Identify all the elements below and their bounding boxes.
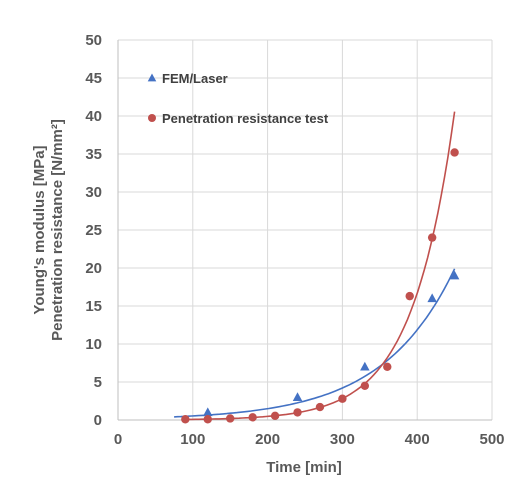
legend: FEM/Laser Penetration resistance test xyxy=(147,71,329,126)
y-tick-label: 50 xyxy=(85,32,102,49)
x-tick-label: 400 xyxy=(405,431,430,448)
y-tick-label: 15 xyxy=(85,298,102,315)
data-point-circle xyxy=(181,415,190,424)
y-tick-label: 30 xyxy=(85,184,102,201)
x-tick-label: 0 xyxy=(114,431,122,448)
data-point-circle xyxy=(226,414,235,423)
data-point-circle xyxy=(203,415,212,424)
data-point-circle xyxy=(360,381,370,390)
y-axis-title-line-2: Penetration resistance [N/mm²] xyxy=(49,119,66,341)
gridlines xyxy=(118,39,493,420)
data-point-circle xyxy=(315,402,325,412)
data-point-circle xyxy=(427,233,437,242)
data-point-circle xyxy=(450,148,459,157)
legend-label: FEM/Laser xyxy=(162,71,228,86)
y-tick-label: 0 xyxy=(94,412,102,429)
x-tick-label: 100 xyxy=(180,431,205,448)
y-tick-label: 20 xyxy=(85,260,102,277)
y-axis-title: Young's modulus [MPa] Penetration resist… xyxy=(31,119,66,341)
y-tick-label: 45 xyxy=(85,70,102,87)
data-point-triangle xyxy=(360,361,370,371)
x-axis-title: Time [min] xyxy=(266,459,342,476)
x-tick-label: 300 xyxy=(330,431,355,448)
y-tick-label: 40 xyxy=(85,108,102,125)
data-point-triangle xyxy=(427,293,437,303)
data-point-circle xyxy=(270,411,280,421)
data-point-triangle xyxy=(449,270,460,280)
y-tick-label: 10 xyxy=(85,336,102,353)
legend-marker-circle xyxy=(148,114,156,122)
data-point-triangle xyxy=(203,407,213,417)
y-tick-label: 35 xyxy=(85,146,102,163)
data-point-circle xyxy=(338,394,347,403)
data-point-circle xyxy=(405,291,414,301)
y-axis-title-line-1: Young's modulus [MPa] xyxy=(31,145,48,314)
data-point-circle xyxy=(248,413,257,422)
x-tick-label: 200 xyxy=(255,431,280,448)
legend-label: Penetration resistance test xyxy=(162,111,329,126)
legend-marker-triangle xyxy=(147,73,157,82)
y-tick-label: 25 xyxy=(85,222,102,239)
y-tick-labels: 0 5 10 15 20 25 30 35 40 45 50 xyxy=(85,32,102,429)
y-tick-label: 5 xyxy=(94,374,102,391)
data-point-triangle xyxy=(292,392,303,401)
data-point-circle xyxy=(383,362,392,371)
trendline xyxy=(174,268,456,418)
x-tick-label: 500 xyxy=(479,431,504,448)
data-point-circle xyxy=(293,408,302,417)
axes xyxy=(117,40,492,421)
x-tick-labels: 0 100 200 300 400 500 xyxy=(114,431,505,448)
data-points xyxy=(181,148,460,424)
